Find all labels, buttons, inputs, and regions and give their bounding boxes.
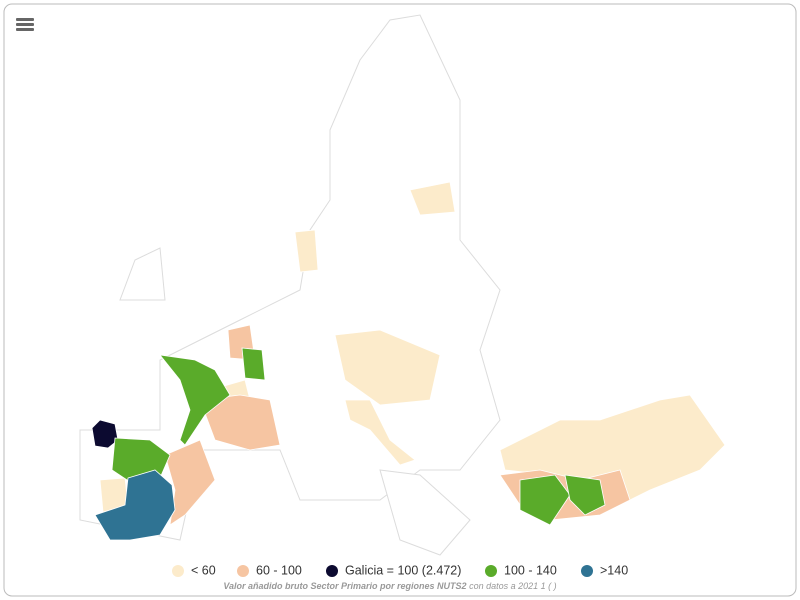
caption-title: Valor añadido bruto Sector Primario por … [223,581,466,591]
legend-label: < 60 [191,563,216,577]
legend-label: Galicia = 100 (2.472) [345,563,461,577]
legend: < 60 60 - 100 Galicia = 100 (2.472) 100 - 1… [172,563,628,577]
menu-button[interactable] [16,18,34,31]
legend-swatch [485,565,497,577]
region [344,399,416,466]
legend-swatch [326,565,338,577]
legend-swatch [581,565,593,577]
region [409,181,456,216]
base-map [79,14,501,556]
legend-label: 100 - 140 [504,563,557,577]
region [199,394,281,451]
region [94,469,176,541]
regions [91,181,726,541]
region [334,329,441,406]
region [294,229,319,273]
region [164,439,216,526]
legend-swatch [237,565,249,577]
legend-swatch [172,565,184,577]
legend-label: 60 - 100 [256,563,302,577]
region [159,354,231,446]
region [519,474,571,526]
caption: Valor añadido bruto Sector Primario por … [223,581,556,591]
region [564,474,606,516]
caption-subtitle: con datos a 2021 1 ( ) [469,581,557,591]
region [241,347,266,381]
legend-label: >140 [600,563,628,577]
